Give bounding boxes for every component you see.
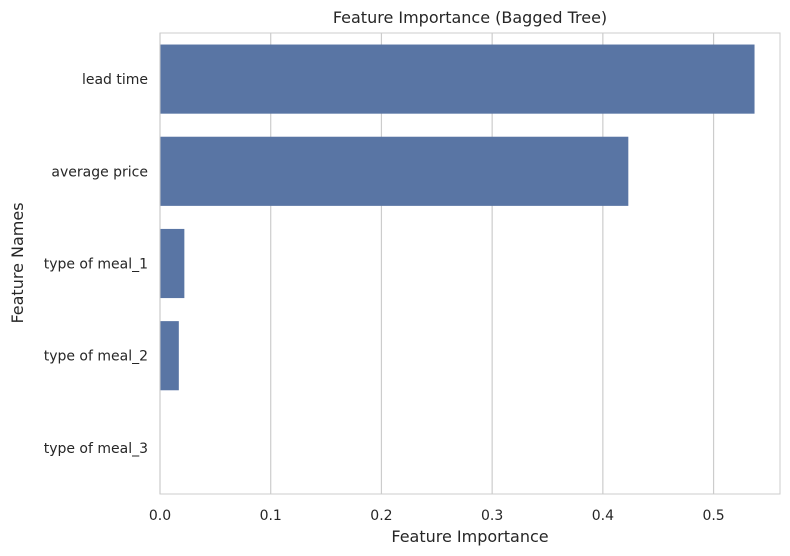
y-axis-label: Feature Names — [8, 202, 27, 323]
y-tick-label: type of meal_3 — [44, 441, 148, 457]
x-tick-label: 0.2 — [370, 508, 392, 524]
bars — [160, 44, 755, 391]
chart-title: Feature Importance (Bagged Tree) — [333, 8, 607, 27]
y-tick-label: average price — [51, 164, 148, 180]
y-tick-label: type of meal_2 — [44, 349, 148, 365]
x-tick-labels: 0.0 0.1 0.2 0.3 0.4 0.5 — [149, 508, 725, 524]
bar — [160, 228, 185, 299]
x-tick-label: 0.4 — [592, 508, 614, 524]
x-tick-label: 0.3 — [481, 508, 503, 524]
x-tick-label: 0.5 — [702, 508, 724, 524]
x-tick-label: 0.0 — [149, 508, 171, 524]
x-axis-label: Feature Importance — [391, 527, 548, 546]
y-tick-label: type of meal_1 — [44, 257, 148, 273]
y-tick-labels: lead time average price type of meal_1type… — [44, 72, 148, 457]
bar — [160, 44, 755, 114]
bar — [160, 321, 179, 391]
plot-frame — [159, 32, 781, 495]
bar — [160, 136, 629, 206]
x-tick-label: 0.1 — [260, 508, 282, 524]
y-tick-label: lead time — [82, 72, 148, 88]
